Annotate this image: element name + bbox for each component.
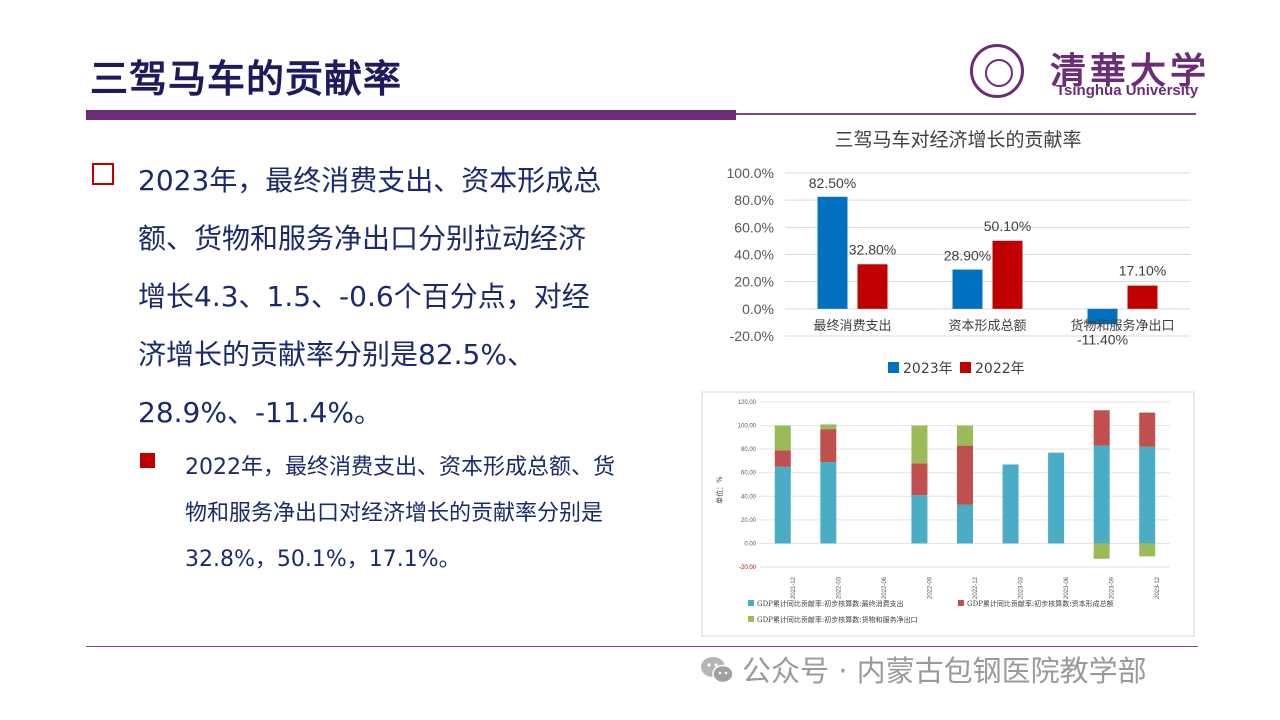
chart2-category-label: 2023-12 xyxy=(1155,576,1161,599)
chart1-data-label: 82.50% xyxy=(809,175,856,191)
chart1-data-label: 17.10% xyxy=(1119,263,1166,279)
main-bullet-text: 2023年，最终消费支出、资本形成总额、货物和服务净出口分别拉动经济增长4.3、… xyxy=(138,164,602,429)
chart2-legend-swatch xyxy=(958,600,964,606)
slide-title: 三驾马车的贡献率 xyxy=(90,57,403,101)
chart2-bar-segment xyxy=(1048,452,1065,544)
chart1-legend-swatch xyxy=(960,362,971,373)
chart2-legend-label: GDP累计同比贡献率:初步核算数:货物和服务净出口 xyxy=(757,615,918,624)
chart2-bar-segment xyxy=(1093,410,1110,446)
chart2-ytick-label: 120.00 xyxy=(738,400,757,406)
chart2-bar-segment xyxy=(957,425,973,446)
header-accent-bar xyxy=(86,110,736,120)
chart2-bar-segment xyxy=(774,450,791,467)
chart1-ytick-label: 100.0% xyxy=(727,165,774,181)
chart2-bar-segment xyxy=(1093,543,1110,559)
chart2-ytick-label: 100.00 xyxy=(738,424,757,430)
chart2-bar-segment xyxy=(1139,446,1156,544)
chart1-data-label: -11.40% xyxy=(1077,331,1128,347)
chart1-bar xyxy=(1087,308,1118,325)
chart2-ytick-label: 80.00 xyxy=(741,447,757,453)
chart2-bar-segment xyxy=(1002,464,1019,544)
chart2-bar-segment xyxy=(820,424,837,430)
chart1-bar xyxy=(992,240,1023,309)
university-seal-icon xyxy=(970,44,1024,98)
chart2-bar-segment xyxy=(1093,445,1110,544)
chart2-category-label: 2022-09 xyxy=(927,576,933,599)
chart2-bar-segment xyxy=(820,429,837,463)
chart2-bar-segment xyxy=(820,462,837,544)
chart2-category-label: 2023-09 xyxy=(1110,576,1116,599)
quarterly-stacked-bar-chart: 120.00 100.00 80.00 60.00 40.00 20.00 0.00 -20.… xyxy=(701,391,1195,637)
chart2-bar-segment xyxy=(1139,412,1156,447)
wechat-icon xyxy=(701,657,734,684)
chart2-bar-segment xyxy=(911,463,928,496)
logo-english-name: Tsinghua University xyxy=(1056,82,1199,99)
chart2-category-label: 2022-06 xyxy=(882,576,888,599)
chart2-ytick-label: 20.00 xyxy=(741,518,757,524)
chart1-category-label: 货物和服务净出口 xyxy=(1070,318,1174,334)
chart1-ytick-label: 80.0% xyxy=(734,192,774,208)
logo-chinese-name: 清華大学 xyxy=(1050,50,1211,92)
chart2-legend-label: GDP累计同比贡献率:初步核算数:资本形成总额 xyxy=(967,599,1114,608)
chart1-bar xyxy=(1127,285,1158,309)
chart2-legend-swatch xyxy=(748,600,754,606)
chart2-ytick-label: 40.00 xyxy=(741,494,757,500)
chart1-data-label: 32.80% xyxy=(849,241,896,257)
chart1-ytick-label: 0.0% xyxy=(742,301,774,317)
chart2-bar-segment xyxy=(957,445,973,505)
chart1-legend-swatch xyxy=(888,362,899,373)
contribution-bar-chart: 三驾马车对经济增长的贡献率 100.0% 80.0% 60.0% 40.0% 20.0% 0… xyxy=(727,129,1190,377)
chart1-category-label: 资本形成总额 xyxy=(948,319,1026,334)
chart2-ytick-label: -20.00 xyxy=(739,565,757,571)
university-logo: 清華大学 Tsinghua University xyxy=(970,42,1210,102)
chart2-category-label: 2021-12 xyxy=(791,576,797,599)
hollow-square-bullet-icon xyxy=(92,163,114,185)
chart2-legend-label: GDP累计同比贡献率:初步核算数:最终消费支出 xyxy=(757,599,904,608)
footer-divider xyxy=(86,646,1198,647)
chart1-legend-label: 2022年 xyxy=(975,361,1025,377)
chart2-ytick-label: 0.00 xyxy=(744,541,756,547)
chart2-bar-segment xyxy=(911,425,928,464)
chart2-category-label: 2023-03 xyxy=(1019,576,1025,599)
chart1-data-label: 28.90% xyxy=(944,248,991,264)
chart2-bar-segment xyxy=(957,504,973,544)
chart1-bar xyxy=(817,196,848,309)
chart1-bar xyxy=(952,269,983,309)
chart1-bar xyxy=(857,264,888,309)
watermark-text: 公众号 · 内蒙古包钢医院教学部 xyxy=(742,654,1147,688)
chart2-bar-segment xyxy=(1139,543,1156,557)
filled-square-bullet-icon xyxy=(140,453,155,468)
chart2-ytick-label: 60.00 xyxy=(741,471,757,477)
chart1-ytick-label: -20.0% xyxy=(730,328,774,344)
chart2-frame xyxy=(701,391,1195,637)
chart1-title: 三驾马车对经济增长的贡献率 xyxy=(834,129,1081,151)
chart2-ylabel: 单位：% xyxy=(715,476,724,504)
chart2-bar-segment xyxy=(774,425,791,451)
chart2-category-label: 2022-12 xyxy=(973,576,979,599)
chart2-bar-segment xyxy=(911,495,928,544)
chart2-bar-segment xyxy=(774,466,791,544)
chart1-ytick-label: 60.0% xyxy=(734,219,774,235)
chart1-legend-label: 2023年 xyxy=(903,361,953,377)
chart2-legend-swatch xyxy=(748,616,754,622)
header-divider xyxy=(736,113,1196,115)
sub-bullet-text: 2022年，最终消费支出、资本形成总额、货物和服务净出口对经济增长的贡献率分别是… xyxy=(185,455,615,572)
chart1-data-label: 50.10% xyxy=(984,218,1031,234)
chart1-category-label: 最终消费支出 xyxy=(813,318,891,334)
chart1-ytick-label: 40.0% xyxy=(734,247,774,263)
chart2-category-label: 2022-03 xyxy=(836,576,842,599)
chart1-ytick-label: 20.0% xyxy=(734,274,774,290)
chart2-category-label: 2023-06 xyxy=(1064,576,1070,599)
